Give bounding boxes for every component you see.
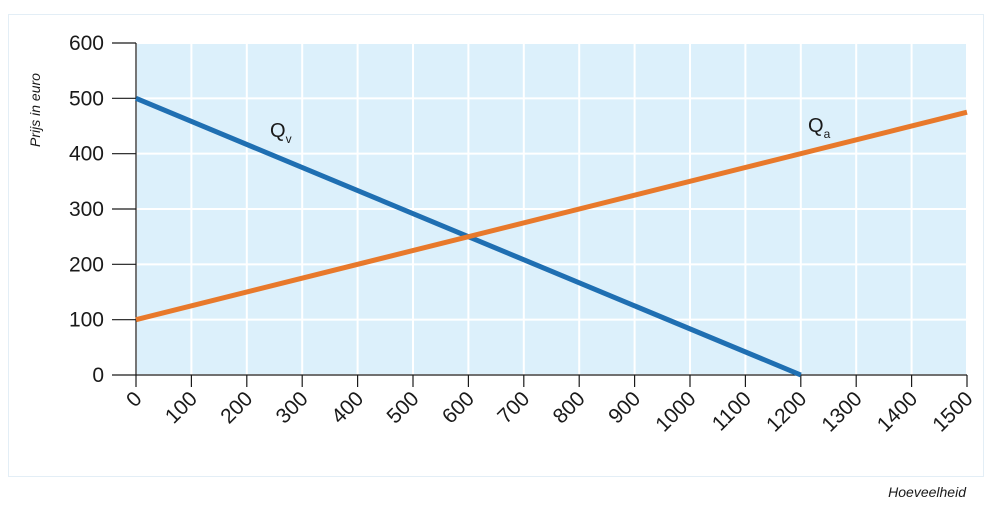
x-tick-label: 500 — [382, 387, 423, 428]
x-tick-label: 200 — [216, 387, 257, 428]
x-axis-title: Hoeveelheid — [888, 484, 967, 500]
y-tick-label: 400 — [69, 143, 104, 166]
y-tick-label: 0 — [92, 364, 104, 387]
chart-border — [8, 14, 984, 477]
y-axis-title: Prijs in euro — [27, 73, 43, 147]
x-tick-label: 700 — [493, 387, 534, 428]
y-tick-label: 200 — [69, 253, 104, 276]
x-tick-label: 0 — [122, 387, 147, 412]
x-tick-label: 300 — [272, 387, 313, 428]
x-tick-label: 1000 — [651, 387, 700, 436]
x-tick-label: 800 — [549, 387, 590, 428]
x-tick-label: 100 — [161, 387, 202, 428]
y-tick-label: 300 — [69, 198, 104, 221]
series — [135, 96, 968, 378]
x-tick-label: 1100 — [708, 387, 756, 435]
series-label-qa: Qa — [808, 115, 831, 141]
x-tick-label: 1400 — [873, 387, 922, 436]
x-tick-label: 1300 — [817, 387, 866, 436]
x-tick-label: 1500 — [928, 387, 977, 436]
y-tick-label: 600 — [69, 32, 104, 55]
x-tick-label: 600 — [438, 387, 479, 428]
y-tick-label: 500 — [69, 87, 104, 110]
y-tick-label: 100 — [69, 309, 104, 332]
x-tick-label: 1200 — [762, 387, 811, 436]
x-tick-label: 400 — [327, 387, 368, 428]
series-label-qv: Qv — [270, 120, 292, 146]
x-tick-label: 900 — [604, 387, 645, 428]
labels: Qv Qa — [270, 115, 831, 146]
series-line-qa — [135, 109, 968, 323]
